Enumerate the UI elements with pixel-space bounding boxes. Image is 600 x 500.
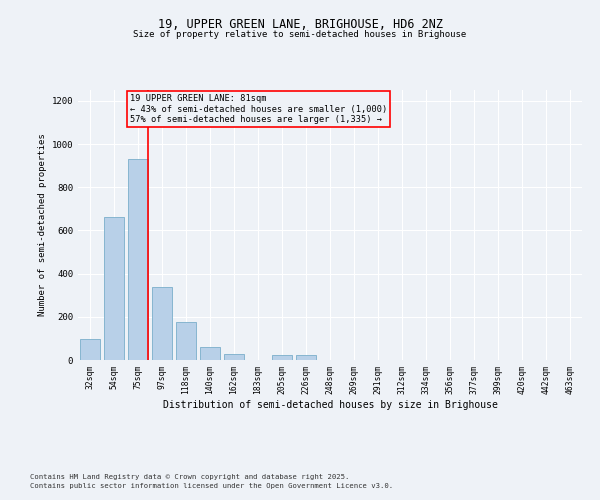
Text: 19, UPPER GREEN LANE, BRIGHOUSE, HD6 2NZ: 19, UPPER GREEN LANE, BRIGHOUSE, HD6 2NZ	[157, 18, 443, 30]
Y-axis label: Number of semi-detached properties: Number of semi-detached properties	[38, 134, 47, 316]
X-axis label: Distribution of semi-detached houses by size in Brighouse: Distribution of semi-detached houses by …	[163, 400, 497, 409]
Text: Contains HM Land Registry data © Crown copyright and database right 2025.: Contains HM Land Registry data © Crown c…	[30, 474, 349, 480]
Text: Contains public sector information licensed under the Open Government Licence v3: Contains public sector information licen…	[30, 483, 393, 489]
Bar	[80, 339, 100, 360]
Bar	[152, 286, 172, 360]
Bar	[296, 354, 316, 360]
Bar	[176, 322, 196, 360]
Bar	[104, 218, 124, 360]
Bar	[224, 354, 244, 360]
Text: 19 UPPER GREEN LANE: 81sqm
← 43% of semi-detached houses are smaller (1,000)
57%: 19 UPPER GREEN LANE: 81sqm ← 43% of semi…	[130, 94, 387, 124]
Text: Size of property relative to semi-detached houses in Brighouse: Size of property relative to semi-detach…	[133, 30, 467, 39]
Bar	[200, 347, 220, 360]
Bar	[128, 159, 148, 360]
Bar	[272, 354, 292, 360]
